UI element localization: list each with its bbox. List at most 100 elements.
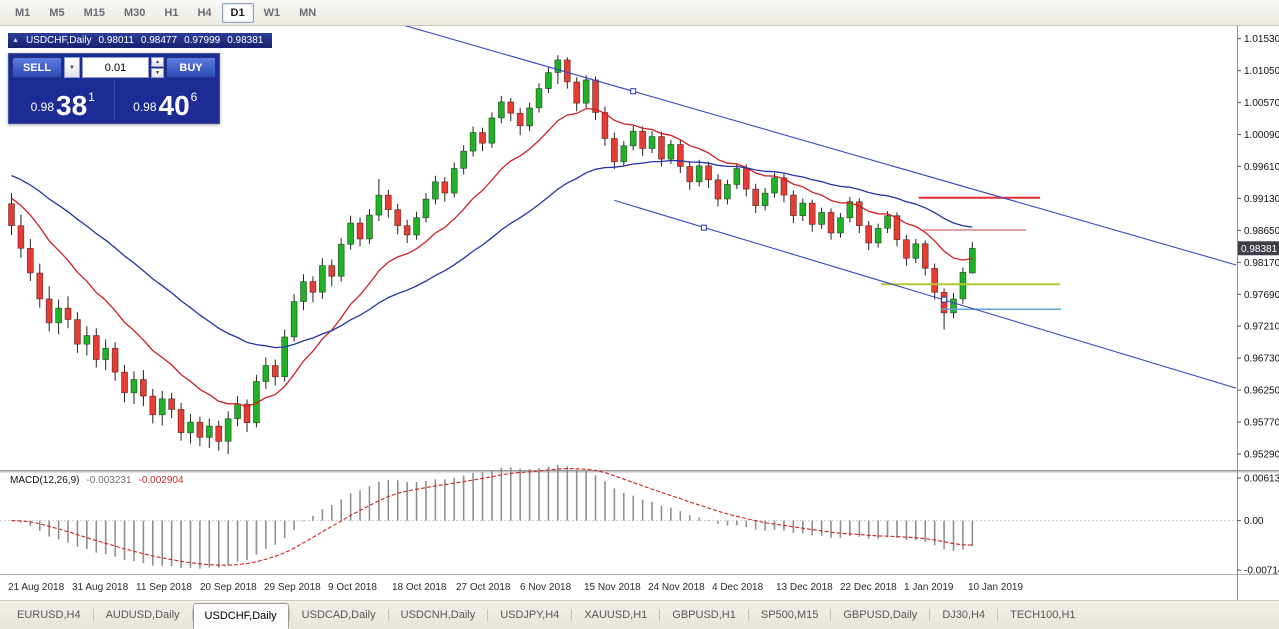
- volume-stepper: ▲ ▼: [151, 57, 164, 78]
- price-axis-label: 1.01050: [1244, 66, 1279, 77]
- date-axis-label: 13 Dec 2018: [776, 582, 833, 593]
- price-axis-label: 0.97210: [1244, 322, 1279, 333]
- price-axis-label: 0.98170: [1244, 258, 1279, 269]
- price-axis-scale[interactable]: 1.01530 1.01050 1.00570 1.00090 0.99610 0.991…: [1237, 26, 1279, 600]
- timeframe-button-m5[interactable]: M5: [40, 3, 73, 23]
- macd-indicator-header: MACD(12,26,9) -0.003231 -0.002904: [10, 475, 184, 486]
- macd-signal-line: [11, 468, 973, 566]
- timeframe-button-h1[interactable]: H1: [155, 3, 187, 23]
- date-axis-label: 18 Oct 2018: [392, 582, 447, 593]
- svg-text:0.98381: 0.98381: [1241, 244, 1278, 255]
- date-axis-label: 1 Jan 2019: [904, 582, 954, 593]
- price-axis-label: 0.96250: [1244, 386, 1279, 397]
- sell-price-prefix: 0.98: [30, 100, 54, 114]
- price-axis-label: 0.95290: [1244, 450, 1279, 461]
- tab-separator: [191, 609, 193, 621]
- date-axis-label: 4 Dec 2018: [712, 582, 764, 593]
- date-axis-label: 10 Jan 2019: [968, 582, 1023, 593]
- chart-tab-eurusd-h4[interactable]: EURUSD,H4: [17, 608, 81, 621]
- chart-tab-gbpusd-daily[interactable]: GBPUSD,Daily: [843, 608, 918, 621]
- chart-tab-usdjpy-h4[interactable]: USDJPY,H4: [500, 608, 560, 621]
- price-chart-canvas[interactable]: 1.01530 1.01050 1.00570 1.00090 0.99610 0.991…: [0, 26, 1279, 600]
- chart-tab-usdchf-daily[interactable]: USDCHF,Daily: [192, 603, 289, 629]
- macd-axis-label: 0.00613: [1244, 474, 1279, 485]
- buy-button[interactable]: BUY: [166, 57, 216, 78]
- tab-separator: [571, 609, 573, 621]
- timeframe-button-m1[interactable]: M1: [6, 3, 39, 23]
- ohlc-open: 0.98011: [98, 35, 134, 46]
- chart-tab-audusd-daily[interactable]: AUDUSD,Daily: [105, 608, 180, 621]
- timeframe-button-d1[interactable]: D1: [221, 2, 254, 23]
- macd-name: MACD(12,26,9): [10, 475, 80, 486]
- price-axis-label: 0.96730: [1244, 354, 1279, 365]
- buy-price-pip: 6: [190, 90, 198, 104]
- volume-dropdown-button[interactable]: ▼: [64, 57, 80, 78]
- price-axis-label: 0.95770: [1244, 418, 1279, 429]
- tab-separator: [288, 609, 290, 621]
- chart-tab-usdcad-daily[interactable]: USDCAD,Daily: [301, 608, 376, 621]
- ma-fast-line: [11, 107, 973, 408]
- pane-borders: [0, 470, 1279, 575]
- timeframe-button-mn[interactable]: MN: [290, 3, 325, 23]
- price-axis-label: 0.97690: [1244, 290, 1279, 301]
- date-axis-label: 22 Dec 2018: [840, 582, 897, 593]
- tab-separator: [659, 609, 661, 621]
- price-axis-label: 0.99130: [1244, 194, 1279, 205]
- tab-separator: [387, 609, 389, 621]
- date-axis-label: 6 Nov 2018: [520, 582, 572, 593]
- ohlc-high: 0.98477: [140, 35, 178, 46]
- timeframe-button-w1[interactable]: W1: [255, 3, 290, 23]
- date-axis-label: 11 Sep 2018: [136, 582, 192, 593]
- tab-separator: [929, 609, 931, 621]
- volume-input[interactable]: 0.01: [82, 57, 149, 78]
- timeframe-button-m30[interactable]: M30: [115, 3, 154, 23]
- sell-button[interactable]: SELL: [12, 57, 62, 78]
- ma-slow-line: [11, 159, 973, 349]
- macd-axis-label: 0.00: [1244, 516, 1264, 527]
- buy-price-big: 40: [158, 89, 190, 121]
- tab-separator: [487, 609, 489, 621]
- date-axis-label: 20 Sep 2018: [200, 582, 257, 593]
- moving-averages: [11, 107, 973, 408]
- volume-increase-button[interactable]: ▲: [151, 57, 164, 67]
- ohlc-close: 0.98381: [227, 35, 264, 46]
- price-axis-label: 1.00090: [1244, 130, 1279, 141]
- date-axis-label: 24 Nov 2018: [648, 582, 705, 593]
- chart-tab-xauusd-h1[interactable]: XAUUSD,H1: [584, 608, 648, 621]
- price-axis-label: 0.98650: [1244, 226, 1279, 237]
- time-axis-scale[interactable]: 21 Aug 2018 31 Aug 2018 11 Sep 2018 20 Sep …: [8, 582, 1023, 593]
- trendline-channel[interactable]: [369, 26, 1237, 389]
- tab-separator: [997, 609, 999, 621]
- timeframe-button-m15[interactable]: M15: [75, 3, 114, 23]
- current-price-badge: 0.98381: [1238, 241, 1279, 256]
- chart-symbol-timeframe: USDCHF,Daily: [25, 35, 92, 46]
- tab-separator: [747, 609, 749, 621]
- price-axis-label: 1.01530: [1244, 34, 1279, 45]
- chart-tab-sp500-m15[interactable]: SP500,M15: [760, 608, 819, 621]
- macd-main-value: -0.003231: [86, 475, 132, 486]
- date-axis-label: 15 Nov 2018: [584, 582, 641, 593]
- chart-window-title-bar: ▲ USDCHF,Daily 0.98011 0.98477 0.97999 0…: [8, 33, 273, 48]
- chart-tab-usdcnh-daily[interactable]: USDCNH,Daily: [400, 608, 476, 621]
- sell-price-display: 0.98 38 1: [12, 80, 115, 120]
- volume-decrease-button[interactable]: ▼: [151, 68, 164, 78]
- date-axis-label: 29 Sep 2018: [264, 582, 321, 593]
- chart-tab-dj30-h4[interactable]: DJ30,H4: [942, 608, 986, 621]
- sell-price-pip: 1: [88, 90, 95, 104]
- ohlc-low: 0.97999: [184, 35, 221, 46]
- date-axis-label: 27 Oct 2018: [456, 582, 511, 593]
- chart-tab-gbpusd-h1[interactable]: GBPUSD,H1: [672, 608, 736, 621]
- horizontal-level-lines[interactable]: [880, 196, 1061, 311]
- chart-tab-tech100-h1[interactable]: TECH100,H1: [1010, 608, 1076, 621]
- chart-window-icon: ▲: [12, 37, 19, 44]
- date-axis-label: 31 Aug 2018: [72, 582, 129, 593]
- macd-indicator-pane: [0, 465, 1237, 569]
- price-axis-label: 0.99610: [1244, 162, 1279, 173]
- trendline-anchor-handles[interactable]: [630, 88, 948, 303]
- price-axis-label: 1.00570: [1244, 98, 1279, 109]
- date-axis-label: 9 Oct 2018: [328, 582, 377, 593]
- macd-signal-value: -0.002904: [138, 475, 184, 486]
- timeframe-bar: M1 M5 M15 M30 H1 H4 D1 W1 MN: [0, 0, 1279, 26]
- tab-separator: [92, 609, 94, 621]
- timeframe-button-h4[interactable]: H4: [188, 3, 220, 23]
